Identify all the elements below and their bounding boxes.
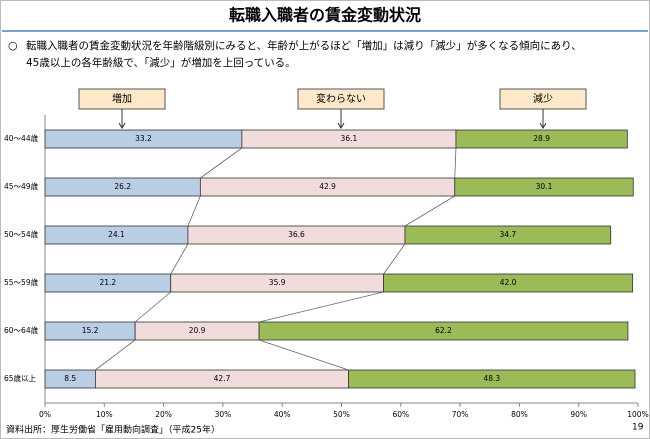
y-tick-label: 55～59歳 <box>4 277 39 287</box>
data-label: 21.2 <box>100 278 117 287</box>
bar-segment <box>348 369 636 389</box>
data-label: 30.1 <box>536 182 553 191</box>
x-tick-label: 100% <box>627 410 648 419</box>
connector-line <box>258 339 349 371</box>
connector-line <box>258 291 384 323</box>
data-label: 34.7 <box>499 230 516 239</box>
y-tick-label: 60～64歳 <box>4 325 39 335</box>
connector-line <box>187 195 201 227</box>
data-label: 42.9 <box>319 182 336 191</box>
y-tick-label: 65歳以上 <box>4 373 37 383</box>
legend-arrowhead <box>337 122 345 129</box>
data-label: 20.9 <box>189 326 206 335</box>
y-tick-label: 45～49歳 <box>4 181 39 191</box>
legend-label: 増加 <box>112 92 132 105</box>
legend-arrowhead <box>118 122 126 129</box>
data-label: 24.1 <box>108 230 125 239</box>
x-tick-label: 50% <box>333 410 350 419</box>
data-label: 36.6 <box>288 230 305 239</box>
note-line: 転職入職者の賃金変動状況を年齢階級別にみると、年齢が上がるほど「増加」は減り「減… <box>26 39 582 52</box>
x-tick-label: 30% <box>215 410 232 419</box>
x-tick-label: 80% <box>511 410 528 419</box>
legend-arrowhead <box>539 122 547 129</box>
legend-label: 変わらない <box>316 92 366 105</box>
x-tick-label: 40% <box>274 410 291 419</box>
legend-label: 減少 <box>533 92 553 105</box>
bar-segment <box>383 273 634 293</box>
x-tick-label: 60% <box>392 410 409 419</box>
data-label: 26.2 <box>114 182 131 191</box>
bar-segment <box>404 225 612 245</box>
bar-segment <box>454 177 634 197</box>
data-label: 62.2 <box>435 326 452 335</box>
connector-line <box>454 147 457 179</box>
y-tick-label: 50～54歳 <box>4 229 39 239</box>
page-number: 19 <box>632 423 644 433</box>
connector-line <box>134 291 171 323</box>
data-label: 42.0 <box>500 278 517 287</box>
data-label: 42.7 <box>214 374 231 383</box>
bar-segment <box>258 321 629 341</box>
bar-segment <box>455 129 628 149</box>
x-tick-label: 90% <box>570 410 587 419</box>
chart-title: 転職入職者の賃金変動状況 <box>229 6 421 25</box>
data-label: 36.1 <box>341 134 358 143</box>
source: 資料出所：厚生労働省「雇用動向調査」（平成25年） <box>6 424 220 436</box>
data-label: 8.5 <box>64 374 76 383</box>
x-tick-label: 20% <box>155 410 172 419</box>
x-tick-label: 0% <box>39 410 51 419</box>
x-tick-label: 10% <box>96 410 113 419</box>
data-label: 33.2 <box>135 134 152 143</box>
data-label: 28.9 <box>533 134 550 143</box>
connector-line <box>404 195 455 227</box>
connector-line <box>95 339 136 371</box>
data-label: 15.2 <box>82 326 99 335</box>
connector-line <box>200 147 243 179</box>
connector-line <box>383 243 406 275</box>
data-label: 35.9 <box>269 278 286 287</box>
x-tick-label: 70% <box>452 410 469 419</box>
bullet: ○ <box>8 39 18 52</box>
note-line: 45歳以上の各年齢級で、「減少」が増加を上回っている。 <box>26 56 296 69</box>
data-label: 48.3 <box>483 374 500 383</box>
connector-line <box>170 243 189 275</box>
y-tick-label: 40～44歳 <box>4 133 39 143</box>
